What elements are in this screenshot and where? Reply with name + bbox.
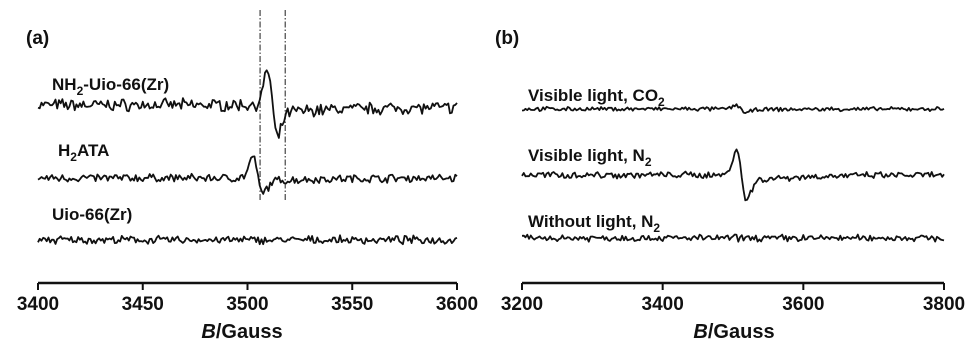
x-tick-label: 3600	[436, 294, 478, 315]
trace-label-uio66: Uio-66(Zr)	[52, 205, 132, 224]
x-tick-label: 3400	[642, 294, 684, 315]
x-tick-label: 3550	[331, 294, 373, 315]
x-tick-label: 3500	[226, 294, 268, 315]
trace-label-nh2-uio66: NH2-Uio-66(Zr)	[52, 75, 169, 98]
x-axis-label-b: B/Gauss	[693, 321, 774, 343]
x-tick-label: 3600	[782, 294, 824, 315]
epr-trace-visible-light-n2	[521, 148, 945, 202]
panel-b-label: (b)	[495, 28, 519, 49]
x-tick-label: 3200	[501, 294, 543, 315]
panel-a-label: (a)	[26, 28, 49, 49]
x-axis-label-a: B/Gauss	[201, 321, 282, 343]
panel-a: (a) NH2-Uio-66(Zr) H2ATA Uio-66(Zr) 3400…	[17, 10, 478, 343]
trace-label-without-light-n2: Without light, N2	[528, 212, 660, 235]
x-tick-label: 3450	[122, 294, 164, 315]
epr-trace-h2ata	[37, 155, 458, 195]
trace-label-visible-co2: Visible light, CO2	[528, 86, 665, 109]
epr-trace-without-light-n2	[521, 233, 945, 243]
epr-trace-uio-66-zr-	[37, 234, 458, 246]
x-axis-b: 3200 3400 3600 3800 B/Gauss	[501, 281, 965, 343]
x-tick-label: 3800	[923, 294, 965, 315]
trace-label-h2ata: H2ATA	[58, 141, 109, 164]
trace-label-visible-n2: Visible light, N2	[528, 146, 652, 169]
epr-trace-nh2-uio-66-zr-	[37, 69, 458, 139]
x-axis-a: 3400 3450 3500 3550 3600 B/Gauss	[17, 281, 478, 343]
x-tick-label: 3400	[17, 294, 59, 315]
epr-trace-visible-light-co2	[521, 103, 945, 114]
panel-b: (b) Visible light, CO2 Visible light, N2…	[495, 28, 965, 343]
